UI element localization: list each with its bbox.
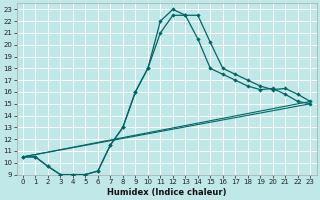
- X-axis label: Humidex (Indice chaleur): Humidex (Indice chaleur): [107, 188, 226, 197]
